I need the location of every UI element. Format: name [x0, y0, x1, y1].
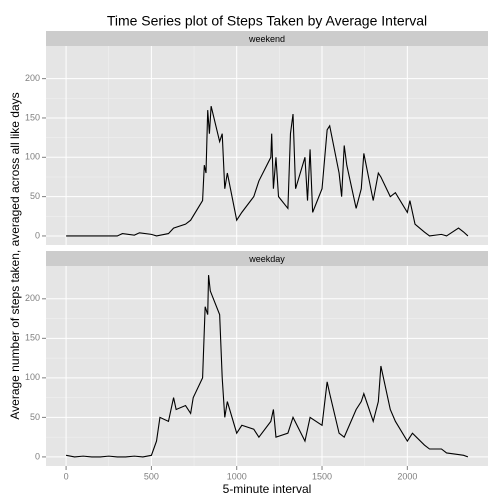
chart-title: Time Series plot of Steps Taken by Avera…	[107, 13, 427, 29]
y-tick-label: 50	[30, 412, 40, 422]
y-tick-label: 0	[35, 451, 40, 461]
panel-background	[46, 266, 488, 466]
panel-strip	[46, 251, 488, 266]
y-tick-label: 0	[35, 230, 40, 240]
strip-label: weekday	[248, 254, 285, 264]
y-tick-label: 100	[25, 372, 40, 382]
x-tick-label: 2000	[397, 471, 417, 481]
y-tick-label: 50	[30, 191, 40, 201]
y-tick-label: 150	[25, 333, 40, 343]
strip-label: weekend	[248, 34, 285, 44]
x-tick-label: 1000	[227, 471, 247, 481]
x-tick-label: 1500	[312, 471, 332, 481]
y-tick-label: 200	[25, 293, 40, 303]
panel-background	[46, 46, 488, 245]
y-tick-label: 150	[25, 112, 40, 122]
data-line	[66, 106, 469, 237]
panel-strip	[46, 31, 488, 46]
y-tick-label: 100	[25, 152, 40, 162]
x-axis-label: 5-minute interval	[223, 482, 312, 496]
y-tick-label: 200	[25, 73, 40, 83]
x-tick-label: 0	[64, 471, 69, 481]
x-tick-label: 500	[144, 471, 159, 481]
data-line	[65, 275, 469, 458]
y-axis-label: Average number of steps taken, averaged …	[8, 92, 22, 419]
